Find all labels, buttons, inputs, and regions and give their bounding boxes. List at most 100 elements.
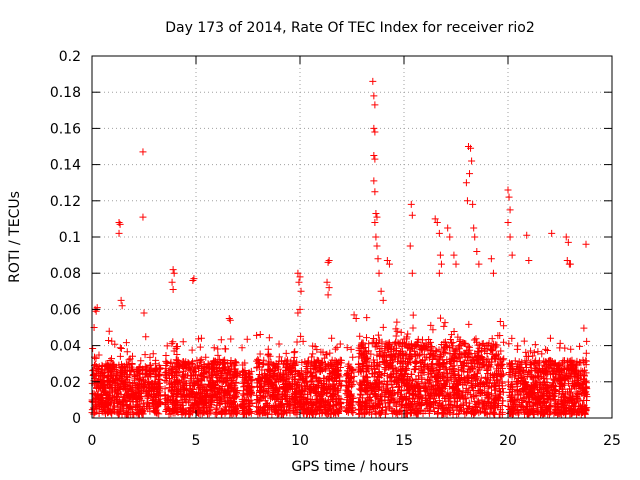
data-point bbox=[303, 360, 311, 368]
data-point bbox=[525, 407, 533, 415]
data-point bbox=[190, 380, 198, 388]
data-point bbox=[282, 384, 290, 392]
data-point bbox=[196, 343, 204, 351]
data-point-peak bbox=[475, 260, 483, 268]
data-point bbox=[327, 362, 335, 370]
data-point bbox=[189, 406, 197, 414]
data-point bbox=[469, 374, 477, 382]
data-point bbox=[326, 402, 334, 410]
data-point bbox=[519, 385, 527, 393]
data-point bbox=[275, 372, 283, 380]
data-point bbox=[267, 358, 275, 366]
data-point bbox=[557, 396, 565, 404]
data-point bbox=[458, 373, 466, 381]
data-point bbox=[106, 407, 114, 415]
data-point bbox=[394, 366, 402, 374]
data-point bbox=[381, 365, 389, 373]
data-point bbox=[427, 367, 435, 375]
data-point bbox=[93, 383, 101, 391]
data-point bbox=[142, 333, 150, 341]
data-point bbox=[513, 396, 521, 404]
data-point bbox=[319, 395, 327, 403]
data-point bbox=[108, 393, 116, 401]
data-point bbox=[330, 409, 338, 417]
data-point bbox=[309, 350, 317, 358]
data-point bbox=[348, 404, 356, 412]
data-point bbox=[540, 374, 548, 382]
data-point bbox=[431, 399, 439, 407]
data-point bbox=[151, 407, 159, 415]
data-point bbox=[294, 378, 302, 386]
data-point bbox=[331, 374, 339, 382]
data-point bbox=[462, 399, 470, 407]
data-point-peak bbox=[444, 224, 452, 232]
data-point bbox=[271, 370, 279, 378]
data-point bbox=[483, 365, 491, 373]
data-point bbox=[413, 382, 421, 390]
data-point-peak bbox=[296, 273, 304, 281]
data-point bbox=[349, 381, 357, 389]
data-point bbox=[472, 335, 480, 343]
data-point-peak bbox=[139, 148, 147, 156]
data-point bbox=[213, 408, 221, 416]
data-point bbox=[531, 341, 539, 349]
data-point bbox=[224, 374, 232, 382]
data-point bbox=[427, 321, 435, 329]
data-point bbox=[260, 360, 268, 368]
data-point bbox=[152, 356, 160, 364]
data-point bbox=[499, 370, 507, 378]
data-point bbox=[312, 363, 320, 371]
data-point bbox=[230, 407, 238, 415]
data-point bbox=[404, 359, 412, 367]
data-point-peak bbox=[372, 233, 380, 241]
data-point bbox=[466, 350, 474, 358]
data-point-peak bbox=[370, 124, 378, 132]
data-point bbox=[473, 376, 481, 384]
data-point bbox=[208, 365, 216, 373]
data-point bbox=[458, 406, 466, 414]
data-point-peak bbox=[374, 255, 382, 263]
data-point bbox=[483, 410, 491, 418]
data-point bbox=[449, 384, 457, 392]
data-point bbox=[197, 355, 205, 363]
data-point bbox=[171, 383, 179, 391]
data-point bbox=[363, 314, 371, 322]
data-point-peak bbox=[471, 233, 479, 241]
data-point bbox=[90, 366, 98, 374]
data-point bbox=[349, 353, 357, 361]
data-point bbox=[324, 361, 332, 369]
data-point bbox=[290, 408, 298, 416]
data-point-peak bbox=[463, 197, 471, 205]
data-point bbox=[412, 375, 420, 383]
data-point-peak bbox=[118, 302, 126, 310]
data-point bbox=[500, 355, 508, 363]
data-point bbox=[355, 363, 363, 371]
data-point bbox=[367, 397, 375, 405]
data-point-peak bbox=[371, 101, 379, 109]
data-point bbox=[212, 371, 220, 379]
data-point bbox=[118, 373, 126, 381]
data-point bbox=[519, 374, 527, 382]
data-point bbox=[488, 355, 496, 363]
data-point bbox=[379, 323, 387, 331]
data-point bbox=[495, 410, 503, 418]
data-point bbox=[224, 396, 232, 404]
data-point bbox=[488, 345, 496, 353]
data-point bbox=[179, 367, 187, 375]
data-point bbox=[388, 395, 396, 403]
data-point bbox=[358, 339, 366, 347]
data-point-peak bbox=[468, 157, 476, 165]
data-point bbox=[577, 375, 585, 383]
data-point bbox=[335, 380, 343, 388]
data-point bbox=[474, 341, 482, 349]
data-point bbox=[364, 394, 372, 402]
data-point bbox=[491, 386, 499, 394]
data-point bbox=[409, 324, 417, 332]
data-point bbox=[464, 404, 472, 412]
data-point bbox=[164, 403, 172, 411]
data-point bbox=[418, 346, 426, 354]
data-point bbox=[320, 354, 328, 362]
data-point bbox=[117, 345, 125, 353]
data-point bbox=[124, 405, 132, 413]
data-point bbox=[367, 350, 375, 358]
